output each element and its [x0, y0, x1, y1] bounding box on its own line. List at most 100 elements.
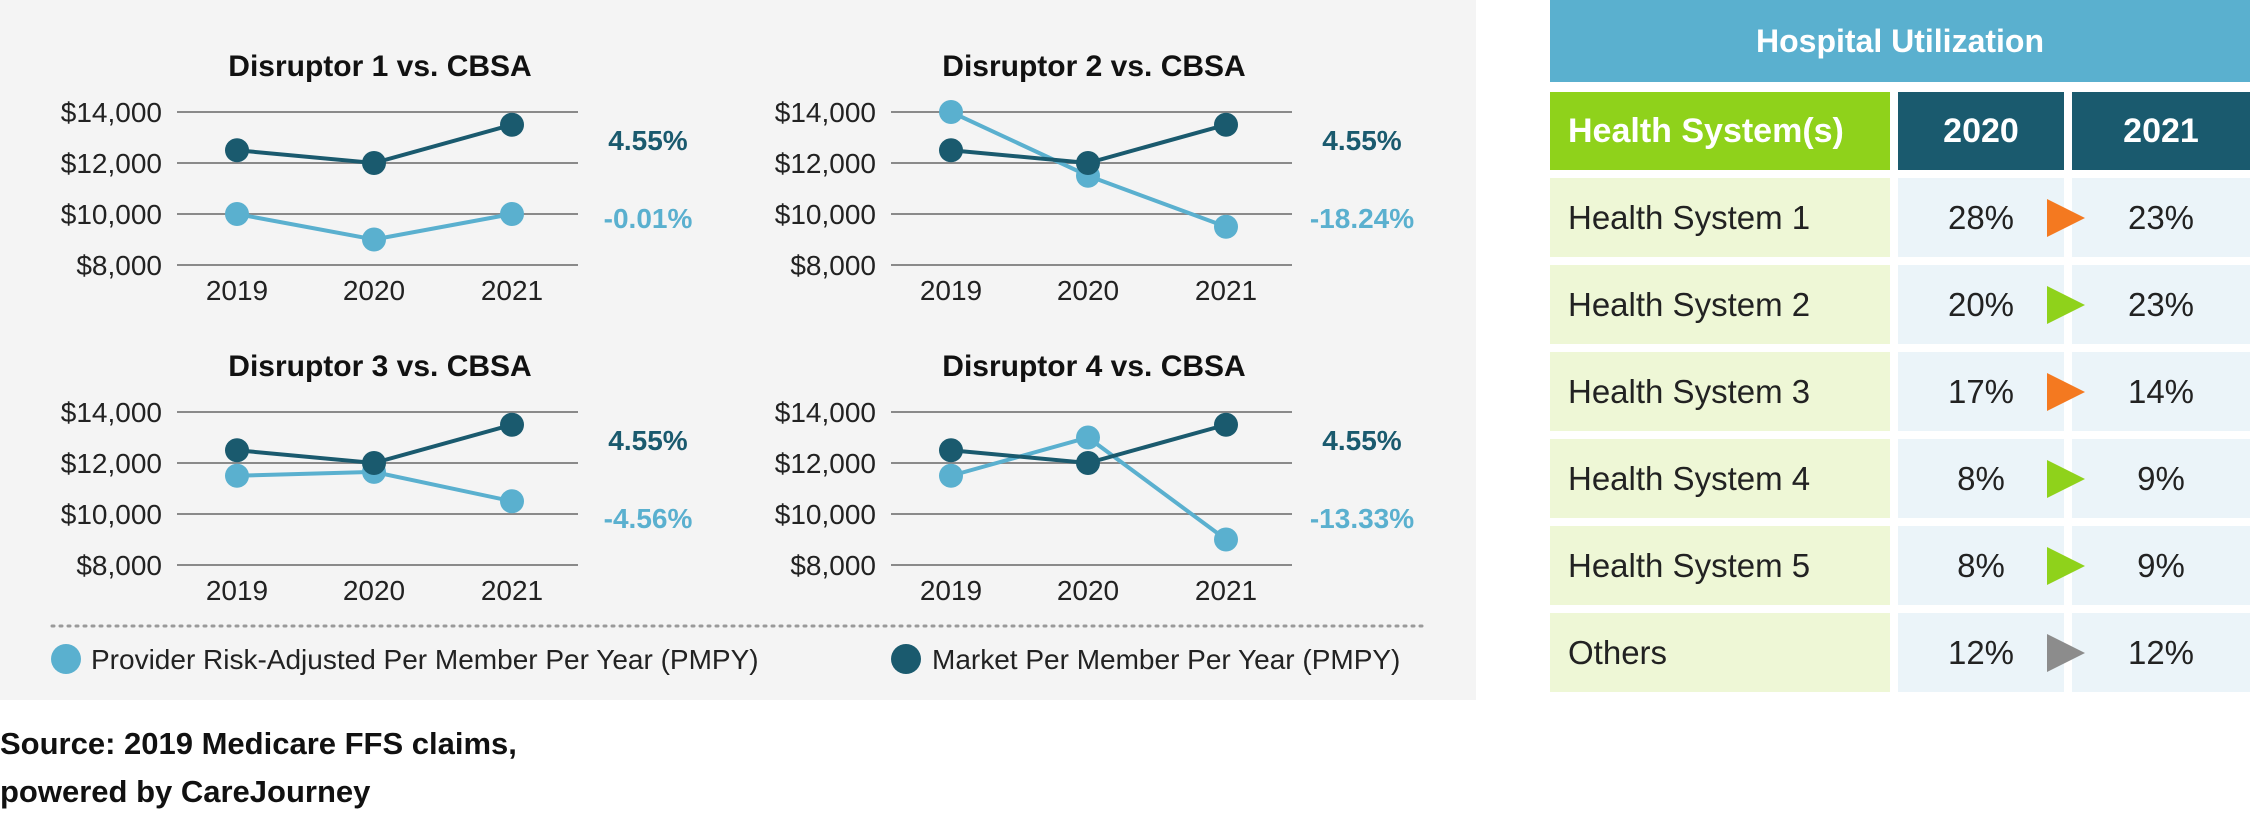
chart-title: Disruptor 1 vs. CBSA: [228, 50, 531, 83]
health-system-name: Health System 4: [1550, 439, 1890, 518]
value-2020: 20%: [1947, 286, 2015, 323]
market-point: [500, 112, 524, 137]
value-2020-cell: 8%: [1898, 526, 2085, 605]
x-tick-label: 2021: [481, 575, 543, 606]
legend-provider-label: Provider Risk-Adjusted Per Member Per Ye…: [91, 644, 759, 675]
header-2020: 2020: [1898, 92, 2064, 170]
provider-point: [225, 463, 249, 488]
y-tick-label: $10,000: [61, 499, 162, 530]
line-chart-4: Disruptor 4 vs. CBSA $14,000 $12,000 $10,00…: [775, 350, 1414, 606]
x-tick-label: 2021: [1195, 275, 1257, 306]
value-2020-cell: 20%: [1898, 265, 2085, 344]
market-point: [225, 138, 249, 163]
y-tick-label: $14,000: [61, 97, 162, 128]
provider-point: [1214, 527, 1238, 552]
y-tick-label: $12,000: [775, 148, 876, 179]
health-system-name: Health System 3: [1550, 352, 1890, 431]
provider-change-label: -0.01%: [604, 203, 693, 234]
source-note: Source: 2019 Medicare FFS claims, powere…: [0, 720, 700, 816]
value-2021: 9%: [2072, 526, 2250, 605]
value-2021: 14%: [2072, 352, 2250, 431]
source-line-1: Source: 2019 Medicare FFS claims,: [0, 726, 517, 761]
provider-point: [1076, 425, 1100, 450]
health-system-name: Health System 2: [1550, 265, 1890, 344]
chart-title: Disruptor 4 vs. CBSA: [942, 350, 1245, 383]
market-point: [1214, 112, 1238, 137]
x-tick-label: 2019: [920, 575, 982, 606]
provider-point: [362, 227, 386, 252]
provider-point: [500, 489, 524, 514]
hospital-utilization-table: Hospital Utilization Health System(s) 20…: [1550, 0, 2250, 692]
legend-market-label: Market Per Member Per Year (PMPY): [932, 644, 1400, 675]
table-row: Others 12% 12%: [1550, 613, 2250, 692]
trend-up-arrow-icon: [2047, 547, 2085, 585]
y-tick-label: $10,000: [775, 199, 876, 230]
value-2020-cell: 12%: [1898, 613, 2085, 692]
x-tick-label: 2021: [1195, 575, 1257, 606]
value-2020-cell: 17%: [1898, 352, 2085, 431]
health-system-name: Health System 1: [1550, 178, 1890, 257]
table-row: Health System 1 28% 23%: [1550, 178, 2250, 257]
market-point: [1076, 151, 1100, 175]
value-2020: 8%: [1957, 460, 2005, 497]
line-chart-2: Disruptor 2 vs. CBSA $14,000 $12,000 $10,00…: [775, 50, 1414, 306]
x-tick-label: 2019: [920, 275, 982, 306]
table-row: Health System 5 8% 9%: [1550, 526, 2250, 605]
value-2021: 23%: [2072, 178, 2250, 257]
table-row: Health System 4 8% 9%: [1550, 439, 2250, 518]
x-tick-label: 2020: [1057, 275, 1119, 306]
trend-down-arrow-icon: [2047, 373, 2085, 411]
y-tick-label: $10,000: [775, 499, 876, 530]
table-row: Health System 2 20% 23%: [1550, 265, 2250, 344]
market-change-label: 4.55%: [608, 125, 687, 156]
value-2020: 17%: [1947, 373, 2015, 410]
value-2021: 9%: [2072, 439, 2250, 518]
value-2020: 28%: [1947, 199, 2015, 236]
market-change-label: 4.55%: [1322, 125, 1401, 156]
y-tick-label: $14,000: [775, 397, 876, 428]
table-header-row: Health System(s) 2020 2021: [1550, 92, 2250, 170]
market-point: [225, 438, 249, 463]
y-tick-label: $10,000: [61, 199, 162, 230]
y-tick-label: $8,000: [76, 550, 162, 581]
y-tick-label: $8,000: [790, 550, 876, 581]
header-2021: 2021: [2072, 92, 2250, 170]
value-2020-cell: 28%: [1898, 178, 2085, 257]
trend-up-arrow-icon: [2047, 460, 2085, 498]
table-title: Hospital Utilization: [1550, 0, 2250, 82]
provider-point: [939, 100, 963, 124]
y-tick-label: $12,000: [775, 448, 876, 479]
chart-panel: Disruptor 1 vs. CBSA $14,000 $12,000 $10,00…: [0, 0, 1476, 700]
charts-svg: Disruptor 1 vs. CBSA $14,000 $12,000 $10,00…: [50, 50, 1430, 675]
x-tick-label: 2019: [206, 275, 268, 306]
table-body: Health System 1 28% 23% Health System 2 20% 2…: [1550, 178, 2250, 692]
value-2021: 23%: [2072, 265, 2250, 344]
x-tick-label: 2019: [206, 575, 268, 606]
trend-up-arrow-icon: [2047, 286, 2085, 324]
health-system-name: Others: [1550, 613, 1890, 692]
value-2020-cell: 8%: [1898, 439, 2085, 518]
y-tick-label: $14,000: [61, 397, 162, 428]
value-2020: 8%: [1957, 547, 2005, 584]
line-chart-3: Disruptor 3 vs. CBSA $14,000 $12,000 $10,00…: [61, 350, 693, 606]
market-point: [1076, 451, 1100, 475]
market-point: [500, 412, 524, 437]
market-point: [939, 138, 963, 163]
market-point: [362, 151, 386, 175]
y-tick-label: $12,000: [61, 448, 162, 479]
provider-change-label: -4.56%: [604, 503, 693, 534]
y-tick-label: $14,000: [775, 97, 876, 128]
x-tick-label: 2020: [343, 575, 405, 606]
line-chart-1: Disruptor 1 vs. CBSA $14,000 $12,000 $10,00…: [61, 50, 693, 306]
x-tick-label: 2021: [481, 275, 543, 306]
trend-down-arrow-icon: [2047, 199, 2085, 237]
provider-point: [939, 463, 963, 488]
provider-change-label: -18.24%: [1310, 203, 1414, 234]
market-point: [1214, 412, 1238, 437]
health-system-name: Health System 5: [1550, 526, 1890, 605]
market-change-label: 4.55%: [608, 425, 687, 456]
market-point: [362, 451, 386, 475]
y-tick-label: $8,000: [790, 250, 876, 281]
chart-title: Disruptor 3 vs. CBSA: [228, 350, 531, 383]
x-tick-label: 2020: [343, 275, 405, 306]
